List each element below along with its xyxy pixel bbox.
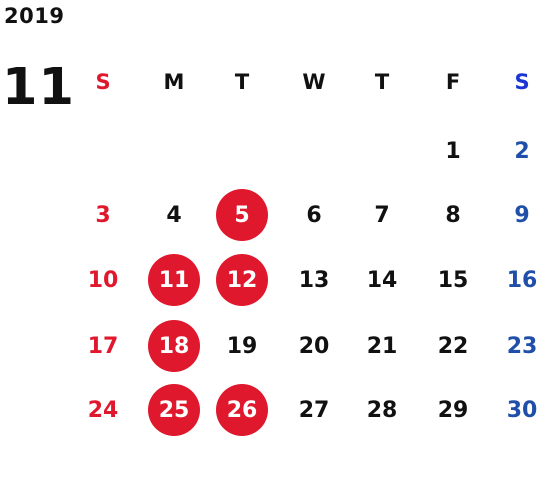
year-label: 2019 [4,4,65,28]
day-cell: 19 [226,333,258,359]
day-cell: 4 [166,202,182,228]
day-cell: 22 [437,333,469,359]
day-cell: 10 [87,267,119,293]
day-cell: 8 [445,202,461,228]
day-cell: 17 [87,333,119,359]
weekday-header-sun: S [95,70,111,94]
day-cell: 3 [95,202,111,228]
highlighted-day-cell: 26 [216,384,268,436]
highlighted-day-cell: 12 [216,254,268,306]
highlighted-day-cell: 5 [216,189,268,241]
day-cell: 16 [506,267,538,293]
highlighted-day-cell: 25 [148,384,200,436]
day-cell: 6 [306,202,322,228]
weekday-header-mon: M [163,70,185,94]
day-cell: 15 [437,267,469,293]
day-cell: 23 [506,333,538,359]
day-cell: 14 [366,267,398,293]
day-cell: 1 [445,138,461,164]
day-cell: 9 [514,202,530,228]
day-cell: 7 [374,202,390,228]
day-cell: 24 [87,397,119,423]
day-cell: 27 [298,397,330,423]
weekday-header-fri: F [445,70,461,94]
day-cell: 28 [366,397,398,423]
highlighted-day-cell: 18 [148,320,200,372]
weekday-header-wed: W [302,70,326,94]
weekday-header-tue: T [234,70,250,94]
day-cell: 21 [366,333,398,359]
highlighted-day-cell: 11 [148,254,200,306]
day-cell: 2 [514,138,530,164]
month-label: 11 [2,58,75,117]
day-cell: 20 [298,333,330,359]
day-cell: 30 [506,397,538,423]
weekday-header-sat: S [514,70,530,94]
weekday-header-thu: T [374,70,390,94]
day-cell: 13 [298,267,330,293]
day-cell: 29 [437,397,469,423]
